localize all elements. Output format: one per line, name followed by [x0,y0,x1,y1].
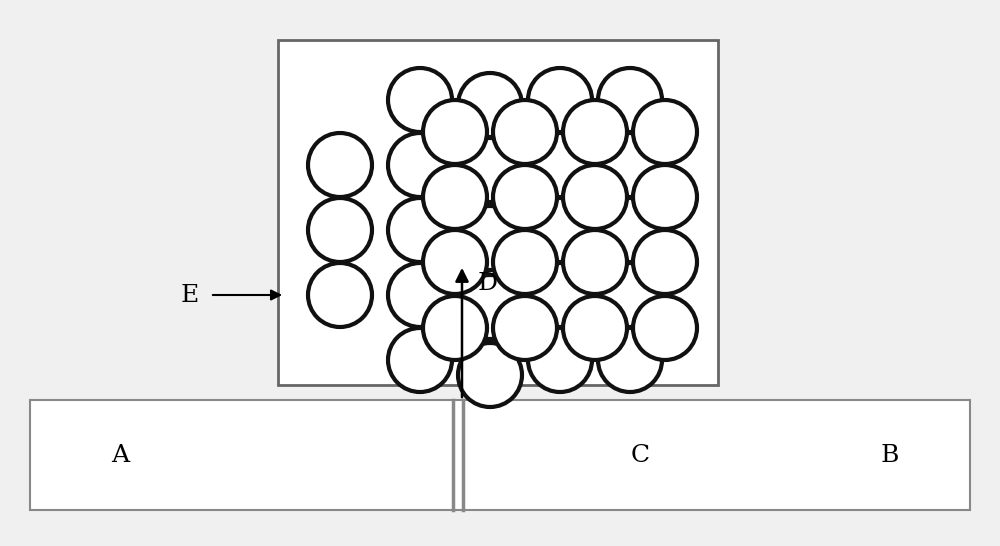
Circle shape [598,263,662,327]
Text: B: B [881,443,899,466]
Circle shape [388,263,452,327]
Circle shape [423,296,487,360]
Text: A: A [111,443,129,466]
Circle shape [528,263,592,327]
Circle shape [458,275,522,339]
Circle shape [633,296,697,360]
Circle shape [563,100,627,164]
Circle shape [493,100,557,164]
Circle shape [633,100,697,164]
Circle shape [458,73,522,137]
Circle shape [388,198,452,262]
Circle shape [598,328,662,392]
Circle shape [493,230,557,294]
Circle shape [563,296,627,360]
Circle shape [423,165,487,229]
Circle shape [458,206,522,270]
Circle shape [598,198,662,262]
Circle shape [528,198,592,262]
Text: D: D [478,271,498,294]
Circle shape [423,100,487,164]
Circle shape [493,296,557,360]
Circle shape [493,165,557,229]
Circle shape [528,68,592,132]
Circle shape [598,68,662,132]
Circle shape [388,68,452,132]
Circle shape [563,165,627,229]
Circle shape [308,133,372,197]
Circle shape [563,230,627,294]
Circle shape [528,133,592,197]
Circle shape [388,328,452,392]
Circle shape [308,263,372,327]
Circle shape [308,198,372,262]
Circle shape [423,230,487,294]
Circle shape [598,133,662,197]
Bar [278,40,718,385]
Circle shape [633,230,697,294]
Bar [30,400,970,510]
Circle shape [458,343,522,407]
Text: E: E [181,283,199,306]
Circle shape [388,133,452,197]
Circle shape [528,328,592,392]
Text: C: C [630,443,650,466]
Circle shape [633,165,697,229]
Circle shape [458,138,522,202]
